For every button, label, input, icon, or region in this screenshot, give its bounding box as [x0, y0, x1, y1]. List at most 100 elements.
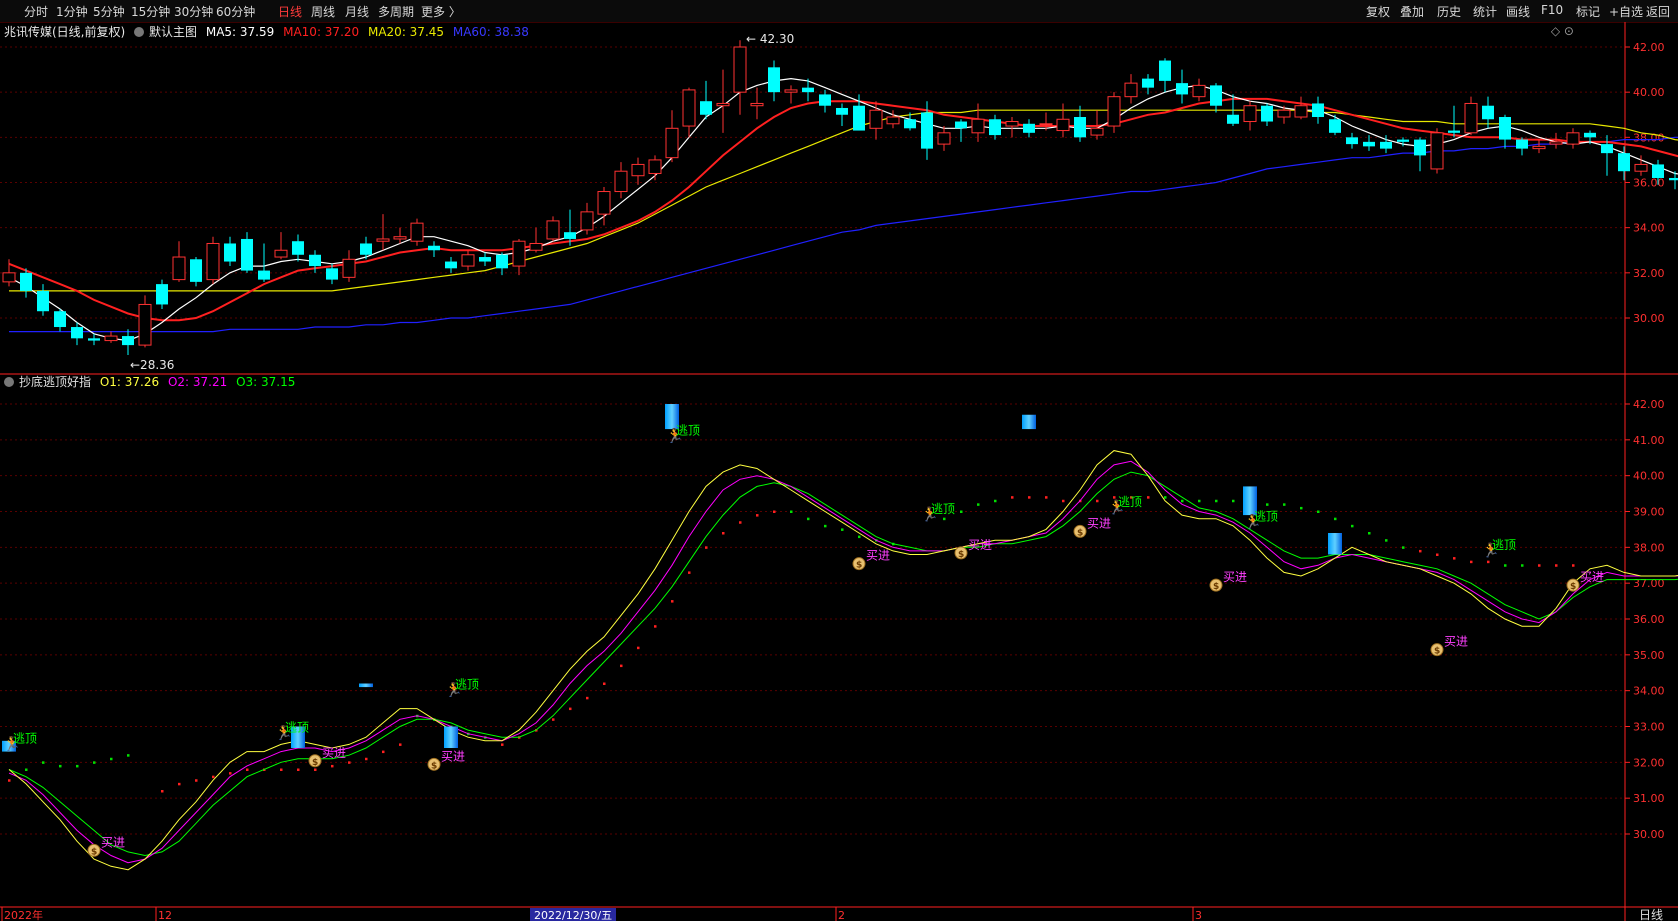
tab-period-7[interactable]: 周线	[311, 5, 336, 19]
tab-period-0[interactable]: 分时	[24, 5, 49, 19]
top-signal-label: 逃顶	[1492, 538, 1516, 552]
candle-body	[1566, 132, 1580, 145]
candle-body	[88, 338, 100, 341]
sar-dot	[1385, 539, 1388, 542]
ma60-value: MA60: 38.38	[452, 25, 529, 39]
candle-body	[971, 118, 985, 134]
candle-body	[1669, 177, 1678, 181]
sar-dot	[722, 532, 725, 535]
candle-body	[410, 222, 424, 242]
toolbar-action-3[interactable]: 统计	[1473, 5, 1498, 19]
sar-dot	[756, 514, 759, 517]
candle-body	[512, 240, 526, 267]
o3-value: O3: 37.15	[236, 375, 296, 389]
main-y-tick-label: 30.00	[1633, 312, 1665, 325]
sar-dot	[1368, 532, 1371, 535]
candle-body	[733, 46, 747, 93]
sar-dot	[1215, 499, 1218, 503]
sub-y-tick-label: 36.00	[1633, 613, 1665, 626]
candle-body	[1430, 132, 1444, 170]
o1-line	[8, 450, 1678, 871]
sub-y-tick-label: 41.00	[1633, 434, 1665, 447]
sub-y-tick-label: 32.00	[1633, 756, 1665, 769]
sar-dot	[1521, 564, 1524, 567]
sar-dot	[1181, 499, 1184, 503]
sar-dot	[977, 503, 980, 506]
sar-dot	[1011, 496, 1014, 499]
candle-body	[1210, 85, 1222, 106]
top-signal-label: 逃顶	[1254, 509, 1278, 523]
candle-body	[853, 105, 865, 131]
candle-body	[1074, 117, 1086, 138]
sar-dot	[1062, 499, 1065, 503]
tab-period-10[interactable]: 更多 〉	[421, 5, 461, 19]
collapse-icon[interactable]	[4, 377, 14, 387]
candle-body	[241, 238, 253, 271]
candle-body	[428, 245, 440, 251]
candle-body	[1516, 139, 1528, 149]
candle-body	[904, 119, 916, 129]
tab-period-5[interactable]: 60分钟	[216, 5, 256, 19]
main-chart-legend: 兆讯传媒(日线,前复权) 默认主图 MA5: 37.59 MA10: 37.20…	[4, 23, 534, 40]
chart-options-icons[interactable]: ◇ ⊙	[1550, 24, 1574, 38]
money-bag-glyph: $	[1434, 647, 1440, 657]
toolbar-action-4[interactable]: 画线	[1506, 5, 1531, 19]
signal-bar	[291, 726, 305, 748]
candle-body	[1176, 83, 1188, 95]
toolbar-action-6[interactable]: 标记	[1576, 5, 1601, 19]
candle-body	[496, 254, 508, 269]
sar-dot	[1232, 499, 1235, 503]
tab-period-6[interactable]: 日线	[278, 5, 303, 19]
toolbar-action-5[interactable]: F10	[1541, 3, 1564, 17]
candle-body	[104, 335, 118, 342]
template-name[interactable]: 默认主图	[149, 25, 198, 39]
sar-dot	[654, 625, 657, 628]
sar-dot	[1555, 564, 1558, 567]
chart-area[interactable]: 42.00 40.00 38.00 36.00 34.00 32.00 30.00 42.00…	[0, 22, 1678, 921]
tab-period-9[interactable]: 多周期	[378, 5, 415, 19]
candle-body	[700, 101, 712, 115]
sar-dot	[280, 768, 283, 771]
top-signal-label: 逃顶	[676, 423, 700, 437]
candle-body	[445, 261, 457, 269]
sar-dot	[25, 768, 28, 771]
tab-period-4[interactable]: 30分钟	[174, 5, 214, 19]
candle-body	[529, 242, 543, 251]
candle-body	[1652, 164, 1664, 178]
candle-body	[546, 220, 560, 240]
sar-dot	[1198, 499, 1201, 503]
candle-body	[1584, 132, 1596, 138]
candle-body	[1243, 105, 1257, 123]
sar-dot	[994, 499, 997, 503]
buy-signal-label: 买进	[441, 749, 465, 763]
indicator-name[interactable]: 抄底逃顶好指	[19, 375, 92, 389]
candle-body	[1499, 117, 1511, 140]
candle-body	[224, 243, 236, 262]
candle-body	[1549, 141, 1563, 145]
sar-dot	[297, 768, 300, 771]
candle-body	[1482, 105, 1494, 120]
toolbar-action-1[interactable]: 叠加	[1400, 5, 1425, 19]
candle-body	[614, 170, 628, 193]
tab-period-1[interactable]: 1分钟	[56, 5, 88, 19]
x-tick-label: 12	[158, 909, 172, 921]
candle-body	[1634, 163, 1648, 172]
toolbar-action-7[interactable]: +自选	[1609, 5, 1644, 19]
toolbar-action-8[interactable]: 返回	[1646, 5, 1671, 19]
tab-period-2[interactable]: 5分钟	[93, 5, 125, 19]
money-bag-icon	[1566, 578, 1580, 592]
running-man-icon: 🏃	[1108, 499, 1125, 516]
candle-body	[1380, 141, 1392, 149]
tab-period-3[interactable]: 15分钟	[131, 5, 171, 19]
tab-period-8[interactable]: 月线	[345, 5, 370, 19]
top-signal-label: 逃顶	[931, 502, 955, 516]
toolbar-action-0[interactable]: 复权	[1366, 5, 1391, 19]
candle-body	[258, 270, 270, 280]
candle-body	[376, 238, 390, 242]
settings-dot-icon[interactable]	[134, 27, 145, 37]
candle-body	[190, 259, 202, 282]
signal-bar	[2, 740, 16, 752]
sar-dot	[1283, 503, 1286, 506]
toolbar-action-2[interactable]: 历史	[1437, 5, 1462, 19]
sar-dot	[637, 646, 640, 650]
